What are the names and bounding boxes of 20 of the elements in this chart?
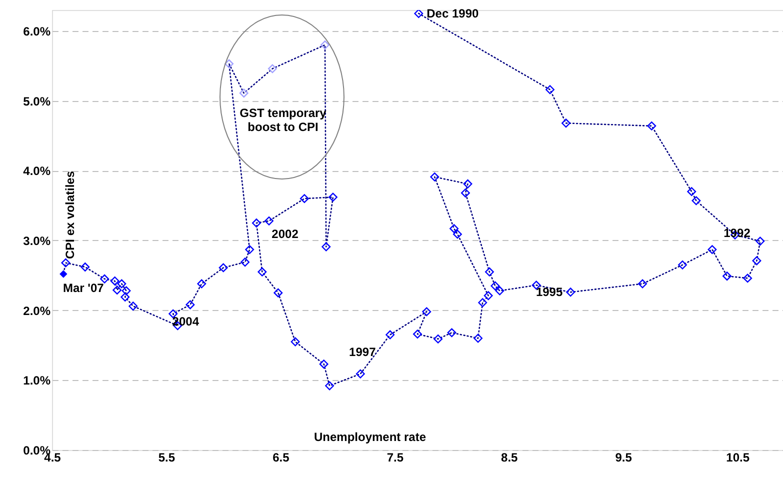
y-tick-label: 5.0% <box>23 94 51 108</box>
x-tick-label: 6.5 <box>272 450 290 464</box>
x-tick-label: 8.5 <box>501 450 518 464</box>
y-tick-label: 2.0% <box>23 304 51 318</box>
y-tick-label: 6.0% <box>23 24 51 38</box>
annotation: 1995 <box>536 285 563 300</box>
x-tick-label: 7.5 <box>386 450 404 464</box>
x-axis-title: Unemployment rate <box>314 430 426 444</box>
x-tick-label: 5.5 <box>158 450 176 464</box>
annotation: GST temporary boost to CPI <box>240 106 327 134</box>
x-tick-label: 9.5 <box>615 450 632 464</box>
y-tick-label: 3.0% <box>23 234 51 248</box>
y-axis-title: CPI ex volatiles <box>63 170 77 260</box>
annotation: 1997 <box>349 344 376 359</box>
y-tick-label: 1.0% <box>23 374 51 388</box>
annotation: 2002 <box>272 226 299 241</box>
annotation: Dec 1990 <box>426 6 480 20</box>
y-tick-label: 4.0% <box>23 164 51 178</box>
annotation: Mar '07 <box>62 281 104 295</box>
x-tick-label: 10.5 <box>726 450 750 464</box>
